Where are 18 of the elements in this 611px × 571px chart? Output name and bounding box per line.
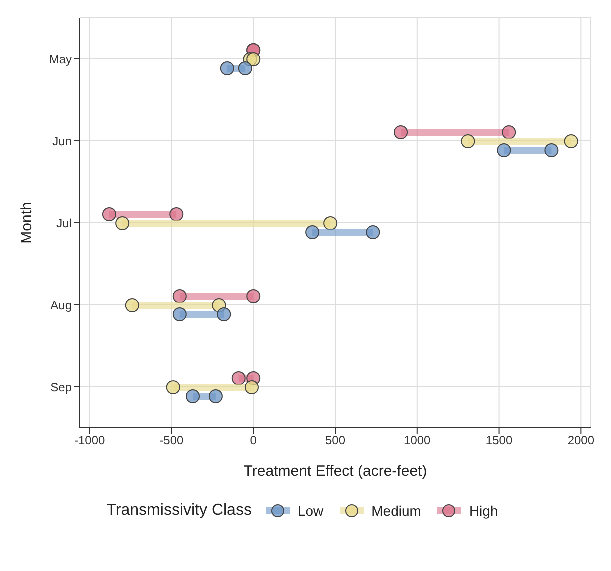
y-axis-title: Month xyxy=(18,202,36,244)
x-tick-label: 0 xyxy=(250,434,258,448)
y-tick-label: Sep xyxy=(50,380,72,394)
legend-label: Low xyxy=(298,503,324,519)
y-tick-label: Jul xyxy=(56,216,72,230)
x-tick-label: -1000 xyxy=(74,434,106,448)
legend-title: Transmissivity Class xyxy=(106,502,252,520)
y-tick-label: Aug xyxy=(50,298,72,312)
y-tick-label: May xyxy=(49,52,72,66)
y-tick-label: Jun xyxy=(52,134,72,148)
x-axis-title: Treatment Effect (acre-feet) xyxy=(244,463,428,480)
x-tick-label: 2000 xyxy=(568,434,595,448)
x-tick-label: 1000 xyxy=(404,434,432,448)
x-tick-label: 500 xyxy=(325,434,346,448)
x-tick-label: 1500 xyxy=(486,434,513,448)
legend-label: Medium xyxy=(372,503,422,519)
x-tick-label: -500 xyxy=(160,434,184,448)
legend-label: High xyxy=(469,503,498,519)
